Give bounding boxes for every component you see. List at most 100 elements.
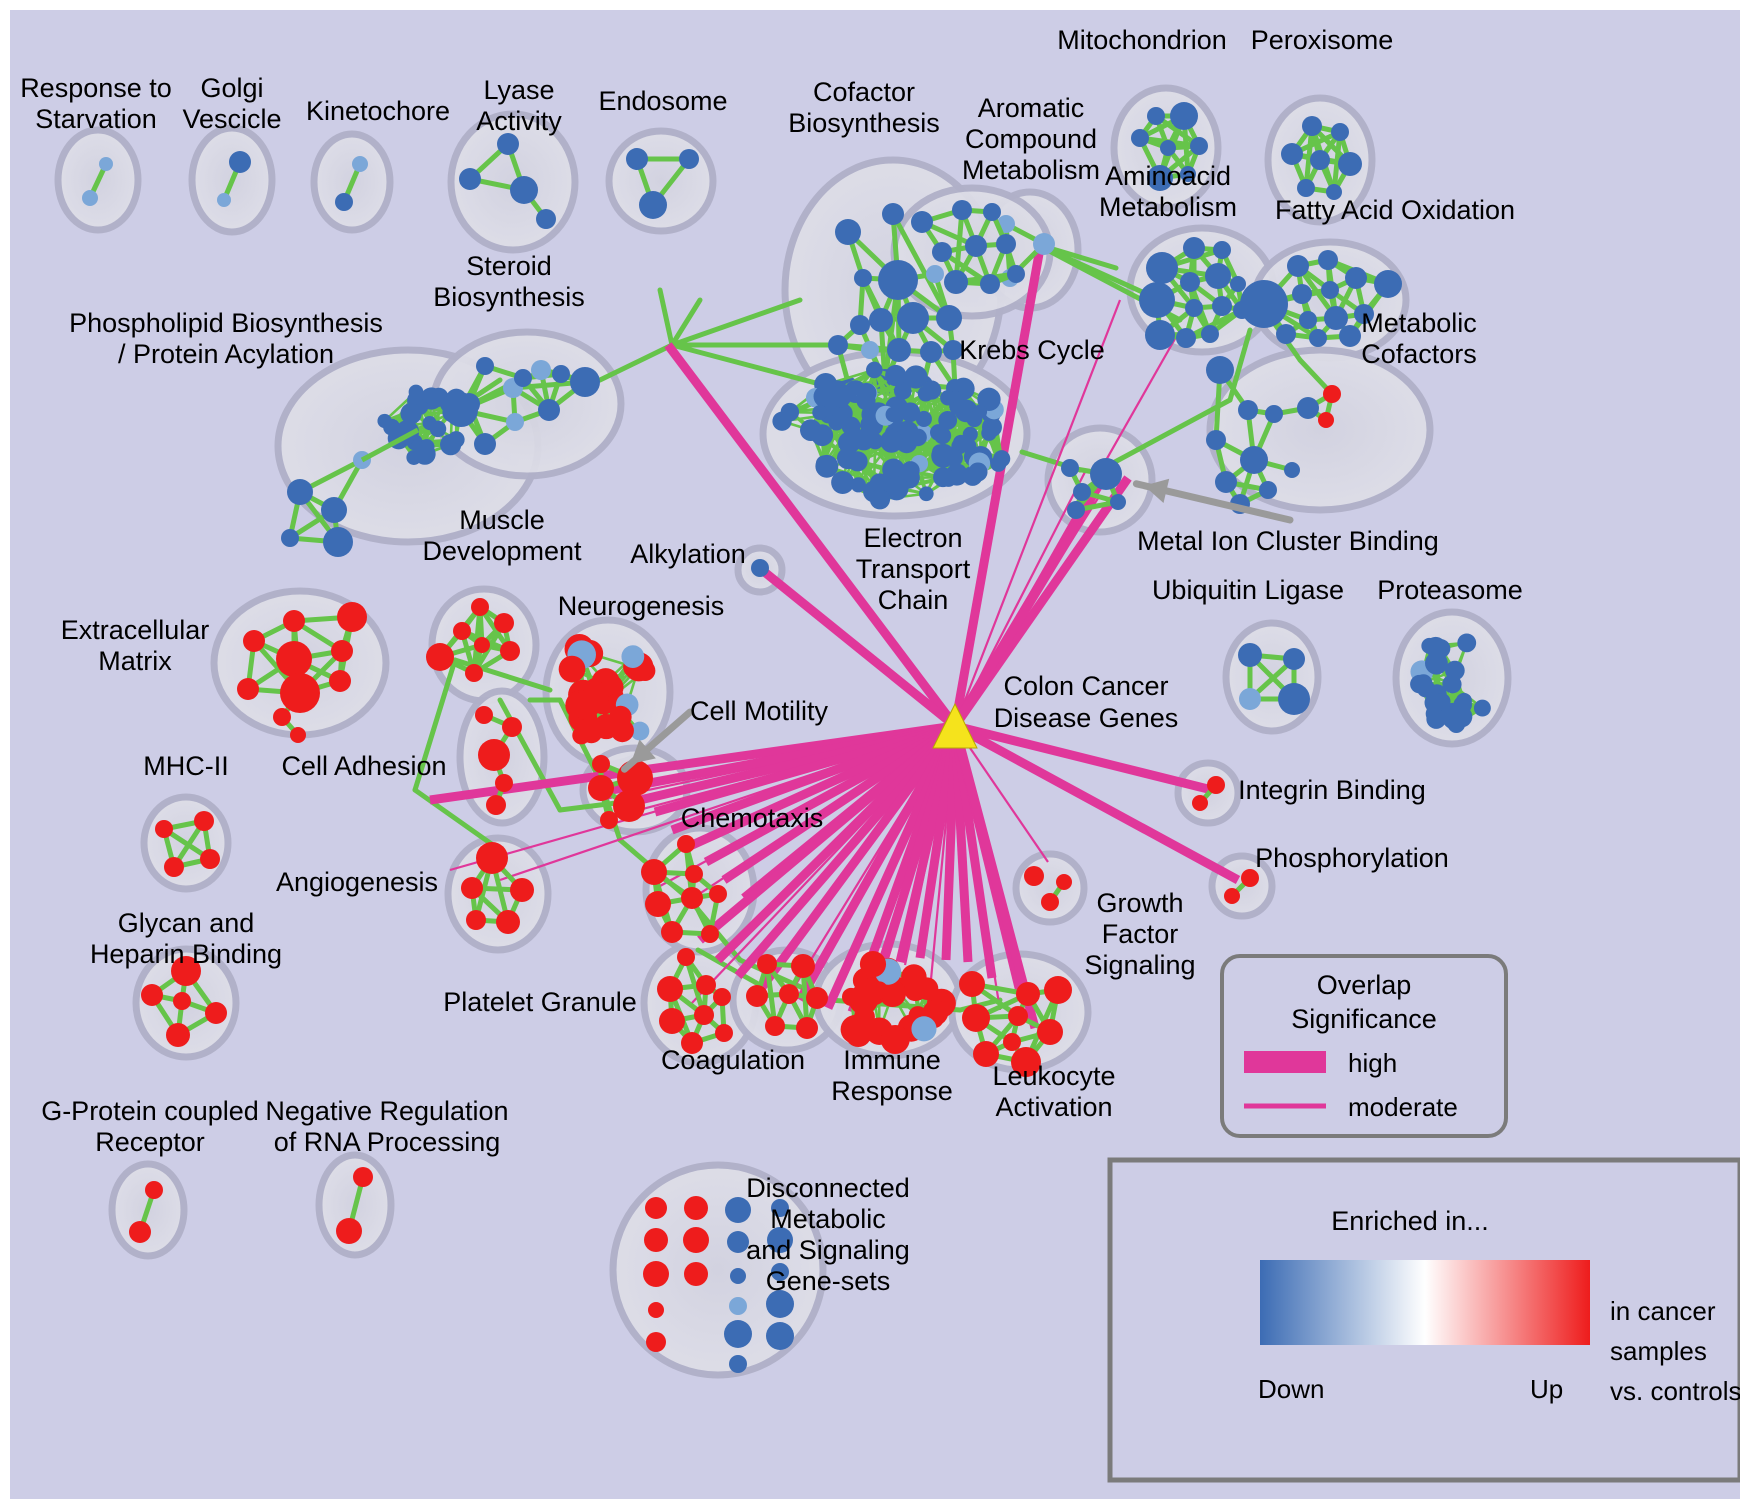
gene-set-node[interactable] bbox=[1206, 430, 1226, 450]
gene-set-node[interactable] bbox=[901, 461, 920, 480]
gene-set-node[interactable] bbox=[828, 414, 845, 431]
gene-set-node[interactable] bbox=[466, 910, 486, 930]
gene-set-node[interactable] bbox=[934, 427, 952, 445]
gene-set-node[interactable] bbox=[1299, 311, 1317, 329]
gene-set-node[interactable] bbox=[1139, 282, 1175, 318]
gene-set-node[interactable] bbox=[1003, 1033, 1021, 1051]
gene-set-node[interactable] bbox=[1425, 651, 1448, 675]
gene-set-node[interactable] bbox=[885, 406, 902, 423]
gene-set-node[interactable] bbox=[281, 529, 299, 547]
gene-set-node[interactable] bbox=[461, 877, 483, 899]
gene-set-node[interactable] bbox=[1259, 481, 1277, 499]
gene-set-node[interactable] bbox=[869, 489, 891, 510]
gene-set-node[interactable] bbox=[1146, 252, 1178, 284]
gene-set-node[interactable] bbox=[1213, 241, 1231, 259]
gene-set-node[interactable] bbox=[1201, 325, 1219, 343]
gene-set-node[interactable] bbox=[657, 976, 683, 1002]
gene-set-node[interactable] bbox=[478, 739, 510, 771]
gene-set-node[interactable] bbox=[677, 948, 695, 966]
gene-set-node[interactable] bbox=[617, 760, 653, 796]
disconnected-node[interactable] bbox=[730, 1268, 746, 1284]
gene-set-node[interactable] bbox=[1297, 179, 1315, 197]
disconnected-node[interactable] bbox=[727, 1231, 749, 1253]
gene-set-node[interactable] bbox=[243, 630, 265, 652]
gene-set-node[interactable] bbox=[323, 527, 353, 557]
gene-set-node[interactable] bbox=[841, 416, 861, 436]
gene-set-node[interactable] bbox=[506, 413, 524, 431]
gene-set-node[interactable] bbox=[701, 925, 719, 943]
gene-set-node[interactable] bbox=[1457, 633, 1477, 653]
gene-set-node[interactable] bbox=[331, 640, 353, 662]
gene-set-node[interactable] bbox=[465, 664, 483, 682]
gene-set-node[interactable] bbox=[1309, 329, 1327, 347]
gene-set-node[interactable] bbox=[273, 708, 291, 726]
gene-set-node[interactable] bbox=[1276, 324, 1296, 344]
gene-set-node[interactable] bbox=[1338, 152, 1362, 176]
gene-set-node[interactable] bbox=[679, 149, 699, 169]
gene-set-node[interactable] bbox=[911, 211, 933, 233]
gene-set-node[interactable] bbox=[904, 365, 928, 389]
gene-set-node[interactable] bbox=[878, 260, 918, 300]
gene-set-node[interactable] bbox=[926, 265, 944, 283]
gene-set-node[interactable] bbox=[696, 975, 716, 995]
gene-set-node[interactable] bbox=[494, 613, 514, 633]
gene-set-node[interactable] bbox=[938, 410, 958, 430]
gene-set-node[interactable] bbox=[897, 302, 929, 334]
gene-set-node[interactable] bbox=[850, 477, 866, 493]
gene-set-node[interactable] bbox=[1041, 893, 1059, 911]
gene-set-node[interactable] bbox=[1326, 184, 1342, 200]
disconnected-node[interactable] bbox=[646, 1332, 666, 1352]
gene-set-node[interactable] bbox=[1205, 263, 1231, 289]
gene-set-node[interactable] bbox=[1206, 356, 1234, 384]
gene-set-node[interactable] bbox=[200, 849, 220, 869]
gene-set-node[interactable] bbox=[993, 450, 1011, 468]
gene-set-node[interactable] bbox=[847, 451, 868, 472]
gene-set-node[interactable] bbox=[1455, 692, 1472, 709]
gene-set-node[interactable] bbox=[276, 641, 312, 677]
disconnected-node[interactable] bbox=[648, 1302, 664, 1318]
gene-set-node[interactable] bbox=[1323, 385, 1341, 403]
gene-set-node[interactable] bbox=[414, 443, 436, 465]
gene-set-node[interactable] bbox=[779, 984, 799, 1004]
disconnected-node[interactable] bbox=[725, 1197, 751, 1223]
gene-set-node[interactable] bbox=[536, 209, 556, 229]
gene-set-node[interactable] bbox=[237, 678, 259, 700]
gene-set-node[interactable] bbox=[280, 673, 320, 713]
gene-set-node[interactable] bbox=[1283, 648, 1305, 670]
gene-set-node[interactable] bbox=[426, 643, 454, 671]
gene-set-node[interactable] bbox=[377, 413, 392, 429]
gene-set-node[interactable] bbox=[815, 454, 839, 478]
gene-set-node[interactable] bbox=[869, 308, 893, 332]
gene-set-node[interactable] bbox=[920, 341, 942, 363]
gene-set-node[interactable] bbox=[626, 148, 648, 170]
gene-set-node[interactable] bbox=[962, 1004, 990, 1032]
gene-set-node[interactable] bbox=[1056, 874, 1072, 890]
gene-set-node[interactable] bbox=[681, 1032, 703, 1054]
gene-set-node[interactable] bbox=[715, 1024, 733, 1042]
gene-set-node[interactable] bbox=[1374, 270, 1402, 298]
cluster-blob-metabolic-cofactors[interactable] bbox=[1206, 346, 1434, 514]
gene-set-node[interactable] bbox=[645, 891, 671, 917]
gene-set-node[interactable] bbox=[1007, 265, 1025, 283]
gene-set-node[interactable] bbox=[996, 234, 1016, 254]
gene-set-node[interactable] bbox=[694, 1005, 714, 1025]
gene-set-node[interactable] bbox=[164, 857, 184, 877]
gene-set-node[interactable] bbox=[337, 602, 367, 632]
gene-set-node[interactable] bbox=[800, 419, 822, 442]
gene-set-node[interactable] bbox=[141, 984, 163, 1006]
gene-set-node[interactable] bbox=[1284, 462, 1300, 478]
gene-set-node[interactable] bbox=[1445, 660, 1465, 681]
gene-set-node[interactable] bbox=[552, 365, 570, 383]
gene-set-node[interactable] bbox=[943, 340, 963, 360]
gene-set-node[interactable] bbox=[1318, 412, 1334, 428]
gene-set-node[interactable] bbox=[952, 200, 972, 220]
gene-set-node[interactable] bbox=[609, 705, 632, 729]
gene-set-node[interactable] bbox=[829, 385, 852, 408]
disconnected-node[interactable] bbox=[643, 1261, 669, 1287]
gene-set-node[interactable] bbox=[1212, 296, 1232, 316]
gene-set-node[interactable] bbox=[887, 338, 911, 362]
disconnected-node[interactable] bbox=[645, 1197, 667, 1219]
hub-node-colon-cancer-disease-genes[interactable] bbox=[932, 702, 978, 749]
gene-set-node[interactable] bbox=[977, 387, 1001, 412]
gene-set-node[interactable] bbox=[880, 1025, 910, 1054]
